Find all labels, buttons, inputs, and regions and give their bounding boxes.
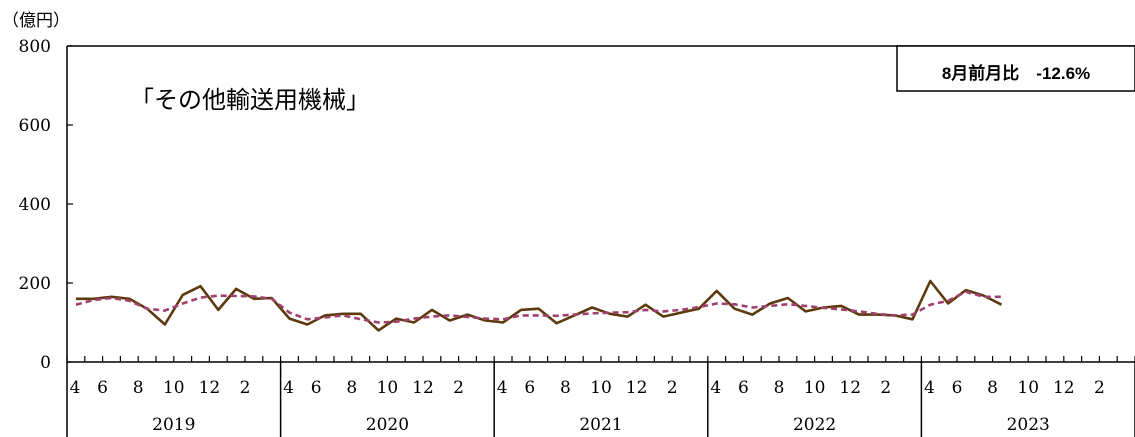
month-tick-label: 4 [924,378,935,398]
year-label: 2021 [579,415,622,435]
month-tick-label: 2 [667,378,678,398]
month-tick-label: 4 [497,378,508,398]
annotation-text: 8月前月比 -12.6% [942,63,1090,83]
y-tick-label: 600 [19,116,51,136]
month-tick-label: 10 [1017,378,1039,398]
month-tick-label: 8 [133,378,144,398]
month-tick-label: 12 [1053,378,1075,398]
chart-title: 「その他輸送用機械」 [130,86,370,114]
y-axis: 0 200 400 600 800 [19,37,73,373]
month-tick-label: 6 [311,378,322,398]
month-tick-label: 10 [163,378,185,398]
month-tick-label: 4 [70,378,81,398]
month-tick-label: 6 [97,378,108,398]
month-tick-label: 12 [626,378,648,398]
month-tick-label: 10 [804,378,826,398]
year-label: 2019 [152,415,195,435]
month-tick-label: 10 [377,378,399,398]
year-label: 2020 [366,415,409,435]
year-label: 2022 [793,415,836,435]
y-tick-label: 400 [19,195,51,215]
month-tick-label: 8 [774,378,785,398]
month-tick-label: 8 [346,378,357,398]
month-tick-label: 2 [880,378,891,398]
month-tick-label: 2 [1094,378,1105,398]
month-tick-label: 4 [710,378,721,398]
month-tick-label: 10 [590,378,612,398]
month-tick-label: 6 [952,378,963,398]
series-layer [75,279,1003,332]
series-line-actual [75,279,1003,332]
month-tick-label: 6 [738,378,749,398]
month-tick-label: 12 [839,378,861,398]
annotation-frame [896,45,1135,92]
month-tick-label: 8 [560,378,571,398]
month-tick-label: 2 [240,378,251,398]
unit-label: （億円） [2,11,70,31]
month-tick-label: 4 [283,378,294,398]
month-tick-label: 6 [524,378,535,398]
month-tick-label: 12 [412,378,434,398]
month-tick-label: 12 [199,378,221,398]
annotation-box: 8月前月比 -12.6% [896,45,1135,92]
year-label: 2023 [1007,415,1050,435]
y-tick-label: 200 [19,274,51,294]
series-line-trend [75,290,1002,324]
y-tick-label: 800 [19,37,51,57]
y-tick-label: 0 [40,353,51,373]
month-tick-label: 2 [453,378,464,398]
month-tick-label: 8 [987,378,998,398]
